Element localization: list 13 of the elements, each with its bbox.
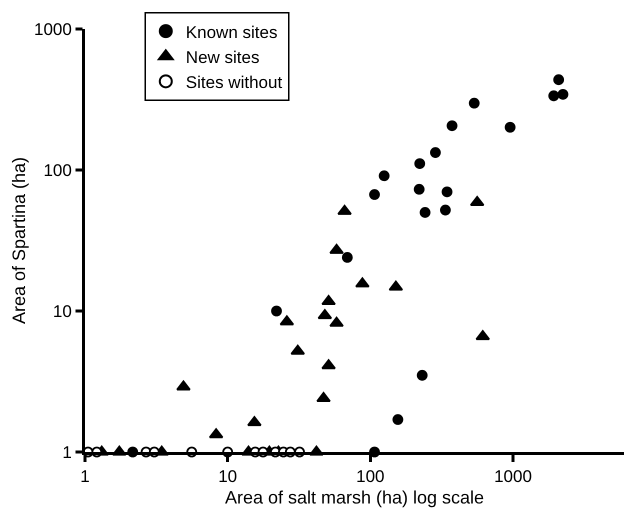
- legend-label: Sites without: [186, 72, 282, 92]
- y-axis-title: Area of Spartina (ha): [9, 156, 30, 324]
- y-tick-label: 10: [52, 302, 72, 321]
- x-tick-label: 1: [80, 467, 90, 486]
- legend-label: Known sites: [186, 22, 278, 42]
- y-tick-label: 1000: [34, 20, 72, 39]
- y-tick-label: 1: [62, 442, 72, 462]
- x-tick-label: 1000: [494, 467, 532, 486]
- x-axis-title: Area of salt marsh (ha) log scale: [224, 487, 484, 508]
- legend-label: New sites: [186, 48, 260, 67]
- x-tick-label: 10: [218, 467, 238, 486]
- y-tick-label: 100: [43, 160, 72, 180]
- x-tick-label: 100: [356, 467, 385, 486]
